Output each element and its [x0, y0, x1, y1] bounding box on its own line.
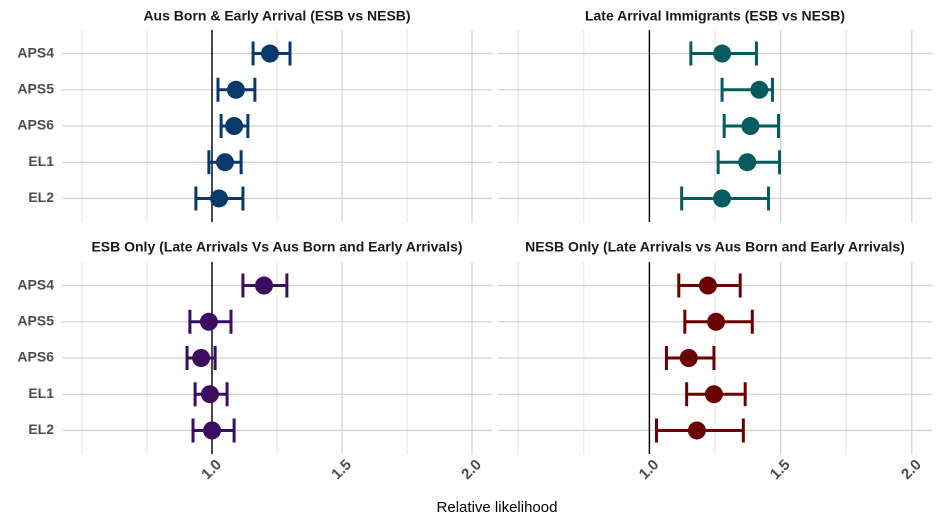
- point: [687, 421, 706, 440]
- point: [216, 153, 235, 172]
- y-tick-label: EL1: [28, 385, 54, 401]
- y-tick-label: APS4: [17, 276, 54, 292]
- point: [707, 312, 726, 331]
- x-tick-label: 2.0: [458, 456, 485, 483]
- panel-title: Aus Born & Early Arrival (ESB vs NESB): [143, 8, 410, 24]
- point: [750, 80, 769, 99]
- y-tick-label: APS6: [17, 349, 54, 365]
- y-tick-label: EL2: [28, 189, 54, 205]
- point: [225, 117, 244, 135]
- x-tick-label: 2.0: [898, 456, 925, 483]
- point: [199, 312, 218, 331]
- point: [203, 421, 222, 440]
- point: [200, 385, 219, 404]
- x-tick-label: 1.5: [767, 456, 794, 483]
- y-tick-label: APS5: [17, 80, 54, 96]
- point: [698, 276, 717, 295]
- panel-title: Late Arrival Immigrants (ESB vs NESB): [585, 8, 845, 24]
- panel-title: NESB Only (Late Arrivals vs Aus Born and…: [525, 239, 905, 255]
- point: [713, 44, 732, 63]
- point: [741, 117, 760, 135]
- y-tick-label: EL1: [28, 153, 54, 169]
- x-tick-label: 1.5: [328, 456, 355, 483]
- x-tick-label: 1.0: [198, 456, 225, 483]
- y-tick-label: EL2: [28, 421, 54, 437]
- point: [260, 44, 279, 63]
- point: [704, 385, 723, 404]
- y-tick-label: APS5: [17, 312, 54, 328]
- point: [226, 80, 245, 99]
- y-tick-label: APS4: [17, 44, 54, 60]
- x-axis-title: Relative likelihood: [437, 499, 558, 516]
- y-tick-label: APS6: [17, 117, 54, 133]
- panel-title: ESB Only (Late Arrivals Vs Aus Born and …: [91, 239, 462, 255]
- point: [738, 153, 757, 172]
- x-tick-label: 1.0: [636, 456, 663, 483]
- point: [210, 189, 229, 208]
- point: [192, 349, 211, 367]
- point: [713, 189, 732, 208]
- point: [255, 276, 274, 295]
- point: [679, 349, 698, 367]
